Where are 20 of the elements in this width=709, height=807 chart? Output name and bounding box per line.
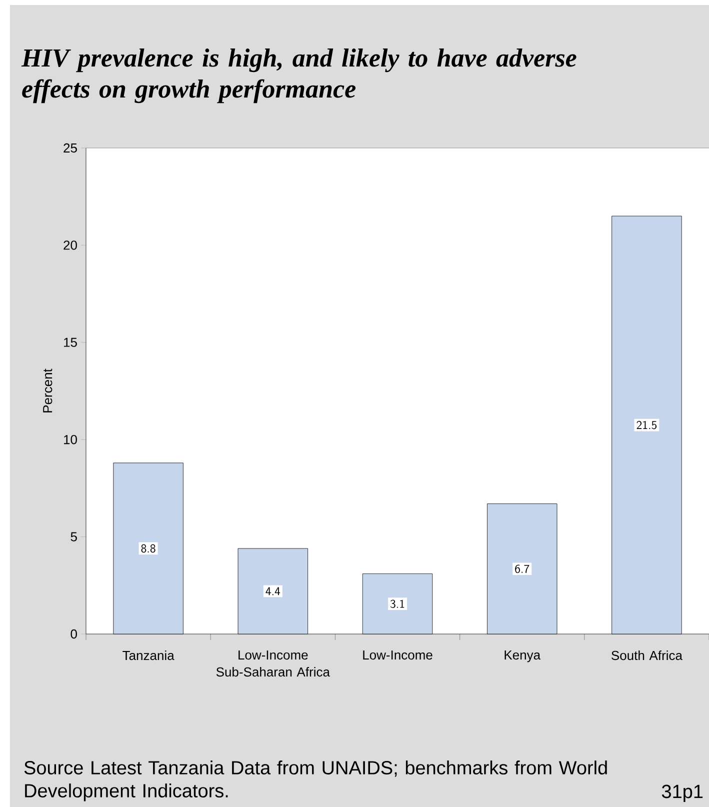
text: 31p1 xyxy=(662,784,703,802)
y-tick-label: 10 xyxy=(64,434,77,444)
x-tick-label: Low-Income xyxy=(363,650,432,660)
y-tick-label: 15 xyxy=(64,338,77,347)
data-label: 4.4 xyxy=(266,587,280,596)
data-label: 3.1 xyxy=(390,600,404,608)
chart-title: HIV prevalence is high, and likely to have adverse effects on growth performance xyxy=(21,48,576,104)
x-tick-label: Kenya xyxy=(504,650,541,662)
source-note: Source Latest Tanzania Data from UNAIDS; benchmarks from World Development Indicators. xyxy=(24,760,607,802)
y-axis-title: Percent xyxy=(43,368,52,412)
y-tick-label: 20 xyxy=(64,240,77,250)
y-tick-label: 5 xyxy=(70,532,77,542)
x-tick-label: South Africa xyxy=(612,650,682,660)
x-tick-label: Low-Income Sub-Saharan Africa xyxy=(216,650,330,677)
y-tick-label: 25 xyxy=(64,143,77,153)
x-tick-label: Tanzania xyxy=(122,650,174,660)
data-label: 6.7 xyxy=(515,564,530,574)
y-tick-label: 0 xyxy=(70,629,77,639)
data-label: 8.8 xyxy=(141,544,156,553)
data-label: 21.5 xyxy=(636,420,657,430)
